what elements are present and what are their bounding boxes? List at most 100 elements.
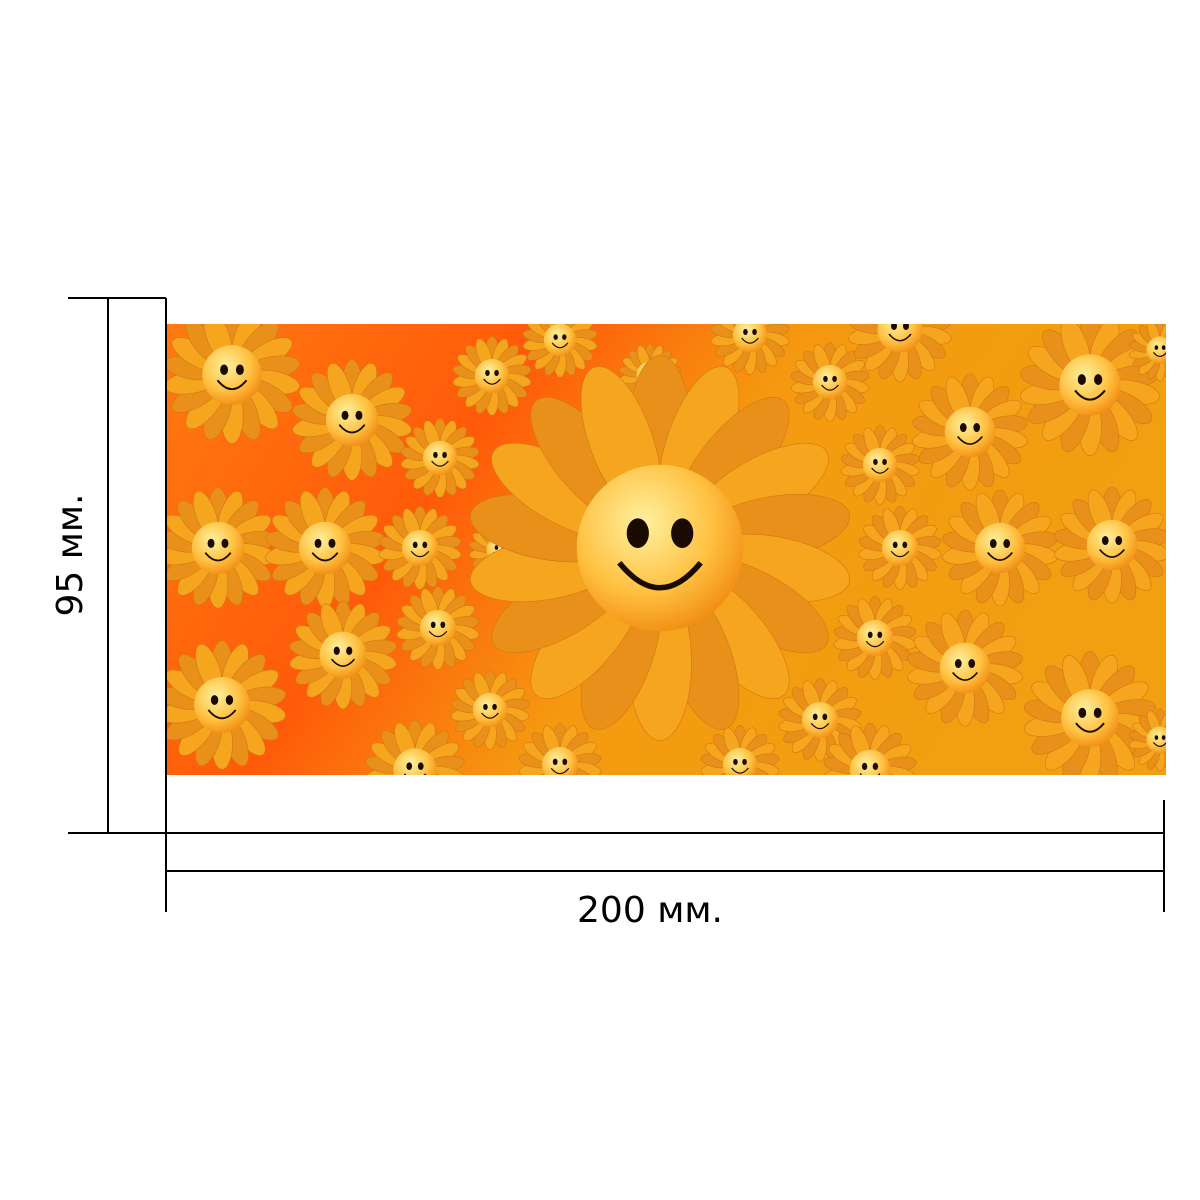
smile	[952, 671, 978, 681]
face	[944, 406, 996, 458]
flower	[396, 586, 480, 670]
smile	[431, 460, 449, 467]
face	[1061, 689, 1119, 747]
face	[393, 748, 437, 775]
face	[319, 631, 367, 679]
petal	[556, 772, 564, 775]
eye	[492, 703, 497, 711]
face	[202, 345, 262, 405]
smile	[957, 435, 983, 445]
smile	[1152, 352, 1166, 358]
petal	[1164, 722, 1166, 739]
eye	[442, 451, 447, 458]
eye	[225, 695, 234, 705]
eye	[235, 364, 244, 375]
face	[298, 521, 352, 575]
eye	[562, 334, 567, 340]
eye	[626, 518, 649, 548]
face	[542, 747, 578, 775]
flower	[1128, 324, 1166, 382]
flower	[1019, 324, 1161, 457]
flower	[166, 640, 286, 770]
eye	[328, 538, 336, 548]
flower	[710, 324, 790, 375]
eye	[1003, 539, 1011, 549]
eye	[1093, 707, 1102, 718]
eye	[1161, 345, 1166, 350]
petal	[407, 780, 423, 820]
smile	[551, 342, 569, 349]
eye	[968, 659, 976, 669]
smile	[330, 658, 356, 667]
smile	[871, 467, 889, 474]
eye	[867, 631, 873, 638]
eye	[221, 538, 229, 548]
petal	[870, 772, 906, 811]
petal	[723, 771, 741, 775]
eye	[812, 713, 818, 720]
flower	[400, 418, 480, 498]
eye	[346, 646, 353, 656]
eye	[483, 703, 488, 711]
smile	[410, 550, 430, 558]
smile	[1152, 742, 1166, 748]
smile	[617, 561, 703, 591]
face	[472, 692, 508, 728]
eye	[1161, 735, 1166, 740]
petal	[866, 776, 893, 817]
eye	[752, 328, 757, 335]
eye	[417, 762, 424, 770]
smile	[207, 709, 237, 720]
eye	[1078, 707, 1087, 718]
eye	[355, 410, 363, 420]
flower-pattern	[166, 285, 1166, 820]
smile	[1074, 389, 1106, 401]
face	[474, 358, 510, 394]
flower	[840, 425, 920, 505]
petal	[542, 772, 561, 775]
smile	[741, 337, 759, 344]
petal	[1164, 741, 1166, 758]
flower	[823, 722, 917, 817]
smile	[483, 378, 501, 385]
flower	[378, 506, 462, 590]
flower	[289, 600, 397, 710]
face	[422, 440, 458, 476]
eye	[742, 758, 747, 766]
face	[402, 530, 438, 566]
face	[1086, 519, 1138, 571]
flower	[1054, 486, 1166, 604]
face	[420, 610, 456, 646]
petal	[862, 779, 877, 817]
face	[576, 464, 744, 632]
eye	[562, 758, 568, 765]
smile	[810, 722, 830, 730]
flower	[518, 723, 602, 775]
eye	[406, 762, 413, 770]
eye	[333, 646, 340, 656]
petal	[411, 776, 440, 819]
petal	[1165, 737, 1166, 750]
smile	[216, 379, 248, 391]
eye	[891, 324, 897, 330]
eye	[872, 762, 879, 771]
flower	[470, 355, 850, 741]
flower	[292, 359, 412, 481]
flower	[450, 670, 530, 750]
smile	[1075, 722, 1105, 733]
face	[191, 521, 245, 575]
eye	[873, 458, 878, 465]
flower	[907, 609, 1023, 727]
eye	[314, 538, 322, 548]
petal	[860, 285, 900, 328]
eye	[341, 410, 349, 420]
flower	[1128, 708, 1166, 772]
smile	[888, 333, 912, 342]
face	[194, 677, 250, 733]
face	[974, 522, 1026, 574]
face	[882, 530, 918, 566]
eye	[1154, 735, 1159, 740]
flower	[790, 342, 870, 422]
face	[1059, 354, 1121, 416]
